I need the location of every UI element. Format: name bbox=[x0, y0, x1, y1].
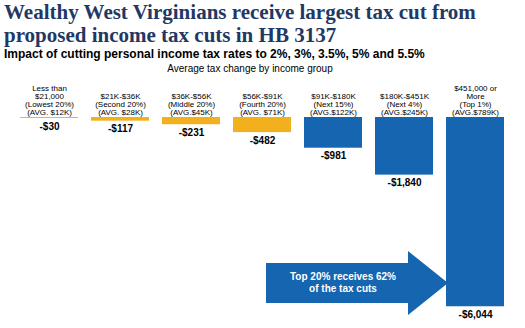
svg-text:$36K-$56K(Middle 20%)(AVG.$45K: $36K-$56K(Middle 20%)(AVG.$45K) bbox=[168, 92, 215, 117]
svg-text:-$981: -$981 bbox=[321, 150, 347, 161]
svg-text:-$30: -$30 bbox=[39, 121, 59, 132]
svg-text:-$231: -$231 bbox=[179, 127, 205, 138]
svg-text:$91K-$180K(Next 15%)(AVG.$122K: $91K-$180K(Next 15%)(AVG.$122K) bbox=[310, 92, 357, 117]
html-text:Impact of cutting personal inc: Impact of cutting personal income tax ra… bbox=[4, 47, 425, 61]
svg-text:$56K-$91K(Fourth 20%)(AVG. $71: $56K-$91K(Fourth 20%)(AVG. $71K) bbox=[239, 92, 286, 117]
svg-text:-$1,840: -$1,840 bbox=[388, 177, 422, 188]
html-text:Average tax change by income g: Average tax change by income group bbox=[167, 63, 333, 74]
svg-text:Less than$21,000(Lowest 20%)(A: Less than$21,000(Lowest 20%)(AVG. $12K) bbox=[25, 84, 74, 117]
svg-text:$180K-$451K(Next 4%)(AVG.$245K: $180K-$451K(Next 4%)(AVG.$245K) bbox=[380, 92, 430, 117]
html-text:Wealthy West Virginians receiv: Wealthy West Virginians receive largest … bbox=[4, 0, 476, 47]
svg-text:-$482: -$482 bbox=[250, 135, 276, 146]
svg-text:-$6,044: -$6,044 bbox=[459, 309, 493, 320]
svg-text:Top 20% receives 62%of the tax: Top 20% receives 62%of the tax cuts bbox=[290, 271, 396, 294]
svg-text:$451,000 orMore(Top 1%)(AVG.$7: $451,000 orMore(Top 1%)(AVG.$789K) bbox=[452, 84, 499, 117]
svg-text:-$117: -$117 bbox=[108, 123, 133, 134]
svg-text:$21K-$36K(Second 20%)(AVG. $28: $21K-$36K(Second 20%)(AVG. $28K) bbox=[95, 92, 146, 117]
